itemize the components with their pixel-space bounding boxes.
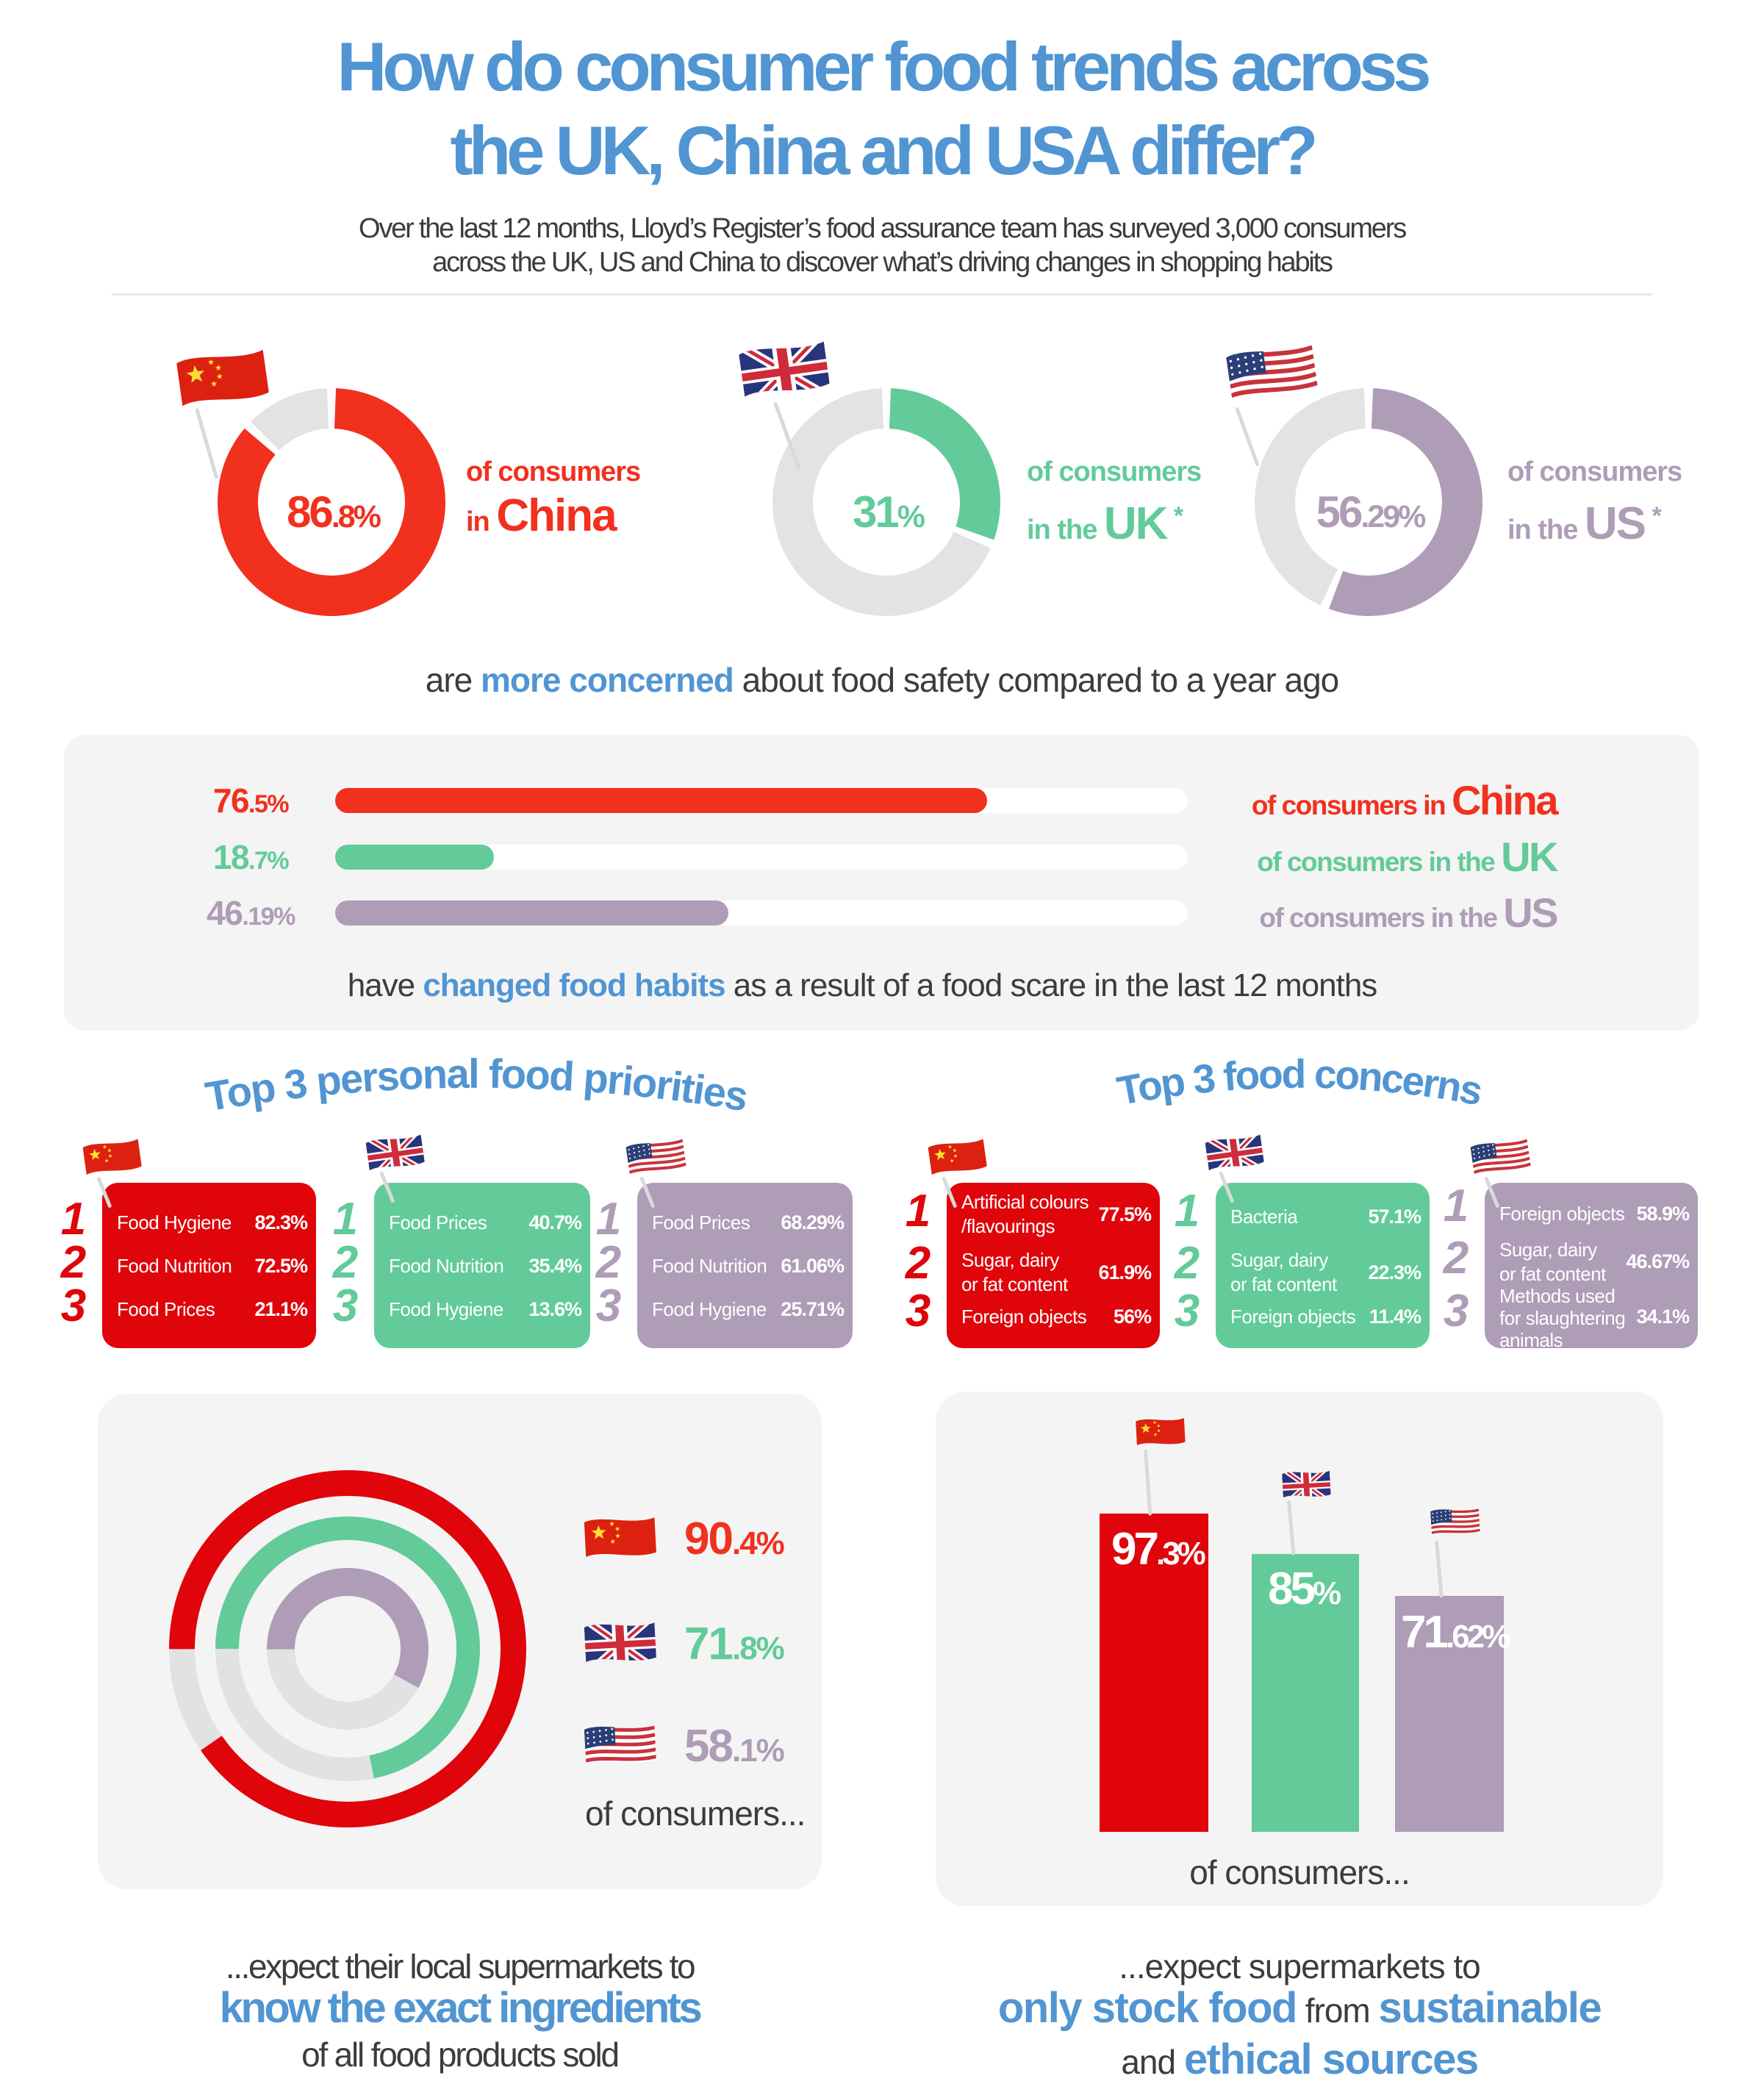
svg-text:Top 3 personal food priorities: Top 3 personal food priorities	[202, 1050, 750, 1120]
svg-text:Top 3 food concerns: Top 3 food concerns	[1114, 1051, 1485, 1114]
